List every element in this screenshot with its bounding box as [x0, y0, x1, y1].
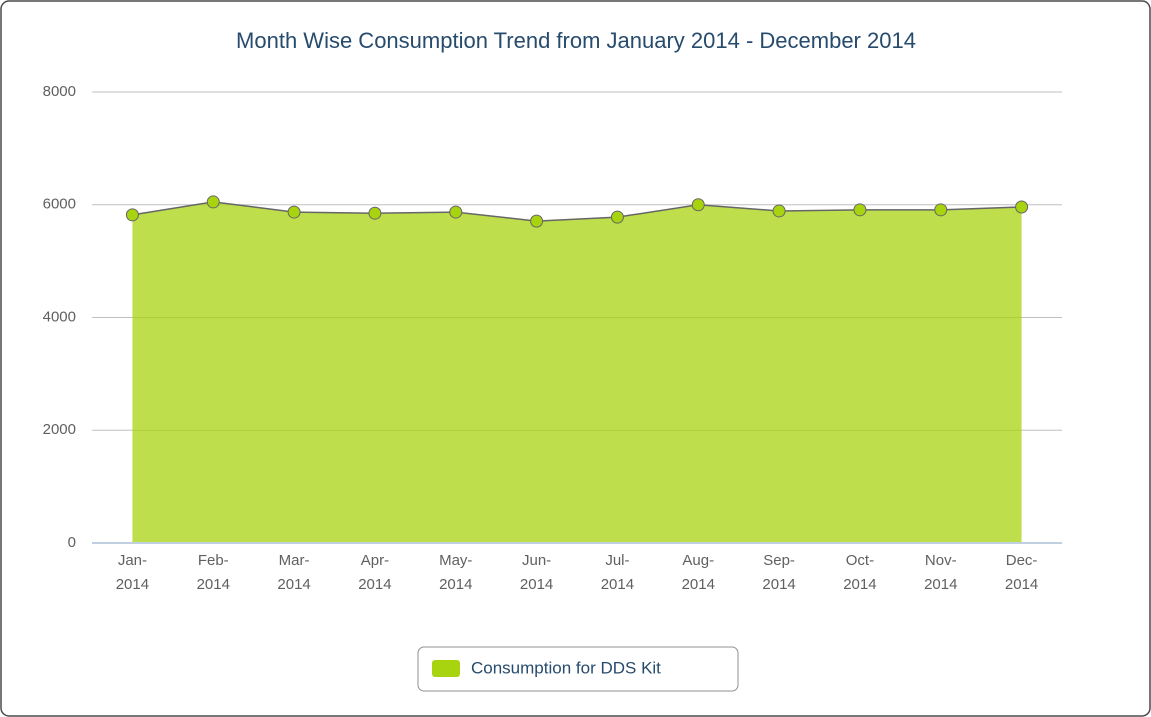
marker: [530, 214, 544, 228]
x-tick-label: Mar-2014: [277, 552, 310, 593]
marker: [1015, 200, 1029, 214]
x-tick-label: Nov-2014: [924, 552, 957, 593]
line: [132, 201, 1022, 222]
y-tick-label: 0: [68, 534, 76, 551]
marker: [287, 205, 301, 219]
x-tick-label: May-2014: [439, 552, 472, 593]
marker: [772, 204, 786, 218]
marker: [368, 206, 382, 220]
marker: [934, 203, 948, 217]
marker: [449, 205, 463, 219]
y-tick-label: 8000: [43, 83, 76, 100]
y-tick-label: 2000: [43, 421, 76, 438]
marker: [691, 198, 705, 212]
marker: [206, 195, 220, 209]
x-tick-label: Aug-2014: [682, 552, 715, 593]
x-tick-label: Jun-2014: [520, 552, 553, 593]
marker: [853, 203, 867, 217]
legend-box: [417, 646, 739, 692]
marker: [125, 208, 139, 222]
legend[interactable]: Consumption for DDS Kit: [417, 646, 739, 692]
legend-swatch: [432, 660, 460, 677]
x-tick-label: Apr-2014: [358, 552, 391, 593]
x-tick-label: Dec-2014: [1005, 552, 1038, 593]
x-tick-label: Jan-2014: [116, 552, 149, 593]
x-tick-label: Sep-2014: [762, 552, 795, 593]
marker: [610, 210, 624, 224]
x-tick-label: Feb-2014: [197, 552, 230, 593]
y-tick-label: 4000: [43, 308, 76, 325]
legend-label: Consumption for DDS Kit: [471, 658, 661, 677]
x-tick-label: Jul-2014: [601, 552, 634, 593]
x-tick-label: Oct-2014: [843, 552, 876, 593]
y-tick-label: 6000: [43, 196, 76, 213]
area: [132, 201, 1022, 543]
chart-title: Month Wise Consumption Trend from Januar…: [236, 28, 916, 53]
